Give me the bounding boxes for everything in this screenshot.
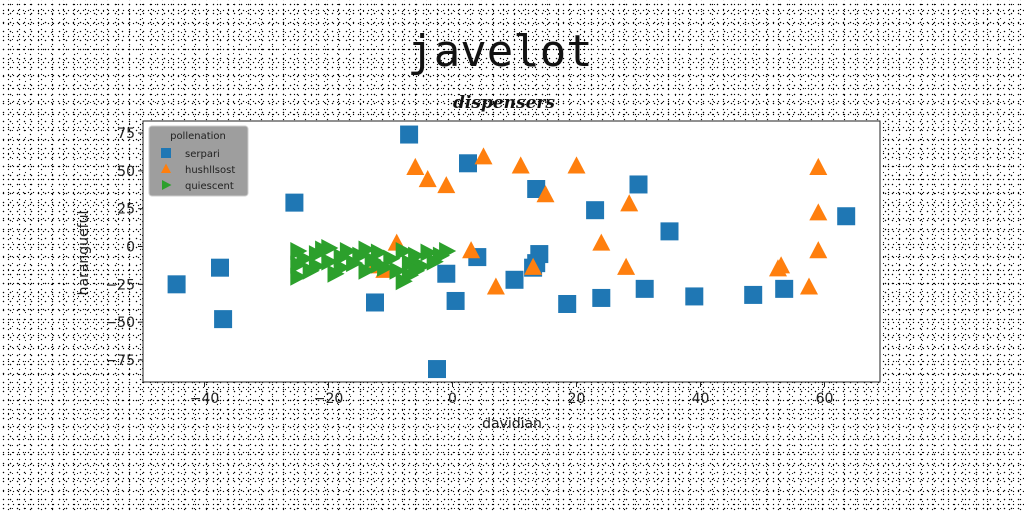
- data-point: [772, 256, 791, 274]
- data-point: [446, 291, 465, 310]
- data-point: [620, 194, 639, 212]
- data-point: [400, 125, 419, 144]
- data-point: [809, 157, 828, 176]
- plot-background: [143, 121, 880, 382]
- data-point: [459, 154, 477, 173]
- data-point: [428, 360, 446, 379]
- data-point: [586, 201, 605, 220]
- data-point: [536, 185, 555, 203]
- data-point: [290, 267, 308, 286]
- data-point: [285, 193, 304, 212]
- legend-entry-label: serpari: [185, 149, 220, 160]
- x-tick-label: 60: [816, 391, 834, 407]
- data-point: [420, 243, 438, 262]
- y-tick-label: −50: [105, 315, 135, 331]
- data-point: [462, 241, 481, 259]
- data-point: [370, 243, 388, 262]
- data-point: [437, 176, 456, 194]
- x-tick-label: −40: [190, 391, 220, 407]
- legend: pollenation serpari hushllsost quiescent: [148, 125, 249, 197]
- chart-title: javelot: [407, 26, 592, 77]
- data-point: [592, 288, 611, 307]
- data-point: [308, 257, 326, 276]
- data-point: [406, 157, 425, 176]
- data-point: [660, 222, 679, 241]
- data-point: [395, 242, 413, 261]
- data-point: [370, 255, 388, 274]
- data-point: [333, 258, 351, 277]
- legend-title: pollenation: [170, 131, 226, 142]
- legend-marker: [162, 180, 172, 190]
- data-point: [775, 279, 794, 298]
- x-tick-label: 0: [448, 391, 457, 407]
- data-point: [167, 275, 186, 294]
- data-point: [629, 175, 648, 194]
- y-tick-label: −75: [105, 353, 135, 369]
- data-point: [389, 261, 407, 280]
- y-tick-label: 75: [117, 126, 135, 142]
- legend-entry-label: quiescent: [185, 181, 234, 192]
- data-point: [211, 258, 229, 277]
- data-point: [474, 147, 493, 165]
- x-tick-label: 40: [692, 391, 710, 407]
- plot-area: [143, 121, 880, 382]
- data-point: [592, 233, 611, 251]
- data-point: [635, 279, 654, 298]
- data-point: [486, 277, 505, 295]
- y-tick-label: 0: [126, 240, 135, 256]
- data-point: [321, 239, 339, 258]
- chart-subtitle: dispensers: [453, 93, 555, 113]
- data-point: [214, 310, 233, 329]
- data-point: [437, 264, 456, 283]
- legend-box: [148, 125, 249, 197]
- y-tick-label: 50: [117, 164, 135, 180]
- data-point: [408, 246, 426, 265]
- data-point: [837, 207, 856, 226]
- y-tick-label: −25: [105, 277, 135, 293]
- data-point: [358, 261, 376, 280]
- legend-marker: [161, 148, 171, 158]
- data-point: [744, 285, 763, 304]
- y-tick-label: 25: [117, 202, 135, 218]
- data-point: [296, 249, 314, 268]
- data-point: [809, 241, 828, 259]
- data-point: [617, 257, 636, 275]
- data-point: [567, 156, 586, 174]
- data-point: [383, 249, 401, 268]
- data-point: [685, 287, 704, 306]
- plot-frame: [142, 120, 881, 383]
- data-point: [321, 252, 339, 271]
- x-tick-label: −20: [314, 391, 344, 407]
- data-point: [800, 277, 818, 295]
- data-point: [339, 242, 357, 261]
- data-point: [366, 293, 384, 312]
- data-point: [418, 170, 437, 188]
- x-tick-label: 20: [568, 391, 586, 407]
- series-quiescent: [290, 239, 457, 291]
- x-axis-label: davidian: [482, 416, 542, 432]
- data-point: [809, 203, 828, 221]
- data-point: [358, 240, 376, 259]
- data-point: [527, 180, 546, 199]
- data-point: [505, 270, 524, 289]
- axis-ticks: −40 −20 0 20 40 60 −75 −50 −25 0 25 50 75: [105, 126, 833, 407]
- y-axis-label: harangueful: [76, 211, 92, 296]
- legend-entry-label: hushllsost: [185, 165, 235, 176]
- data-point: [524, 257, 543, 275]
- data-point: [408, 261, 426, 280]
- data-point: [530, 245, 549, 264]
- data-point: [511, 156, 530, 174]
- legend-marker: [161, 163, 171, 173]
- data-point: [439, 242, 457, 261]
- data-point: [395, 272, 413, 291]
- data-point: [558, 294, 577, 313]
